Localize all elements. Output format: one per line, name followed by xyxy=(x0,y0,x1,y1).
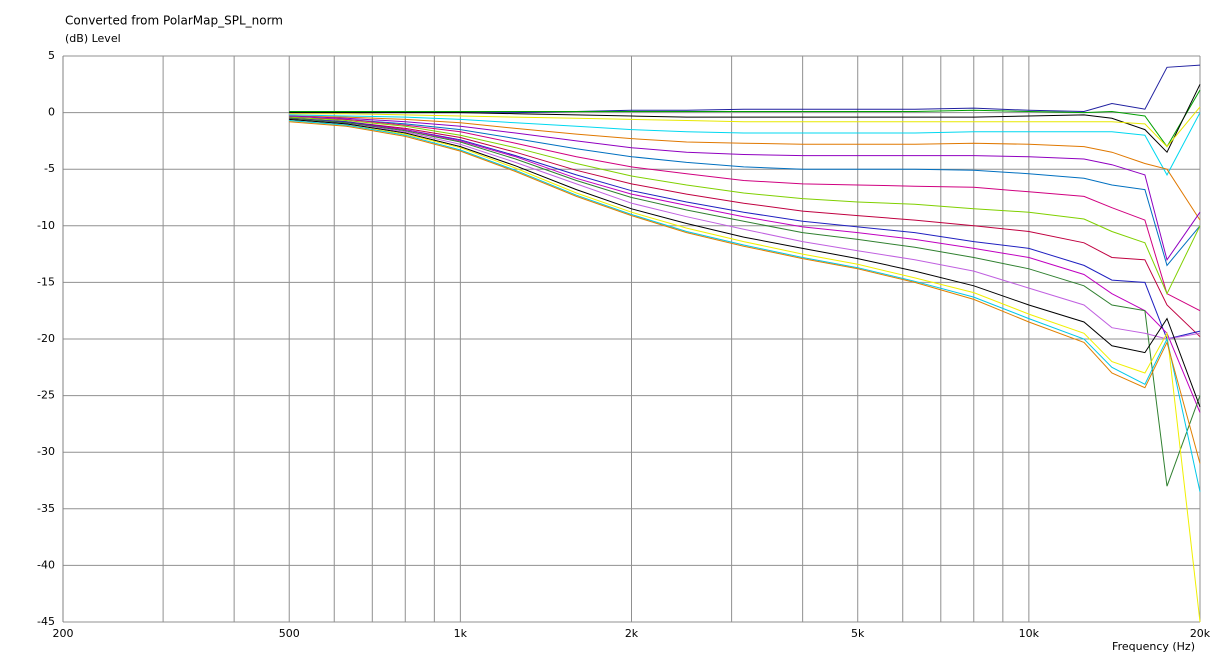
series-line xyxy=(289,117,1201,340)
x-tick-label: 2k xyxy=(625,627,639,640)
x-tick-label: 5k xyxy=(851,627,865,640)
y-tick-label: -30 xyxy=(37,445,55,458)
x-tick-label: 20k xyxy=(1190,627,1211,640)
series-line xyxy=(289,120,1201,492)
series-line xyxy=(289,121,1201,464)
series-line xyxy=(289,118,1201,340)
x-tick-label: 200 xyxy=(53,627,74,640)
series-line xyxy=(289,116,1201,312)
series-line xyxy=(289,115,1201,221)
x-axis-label: Frequency (Hz) xyxy=(1112,640,1195,653)
series-line xyxy=(289,89,1201,148)
y-tick-label: -40 xyxy=(37,558,55,571)
series-line xyxy=(289,84,1201,154)
series-line xyxy=(289,112,1201,176)
y-axis-label: (dB) Level xyxy=(65,32,121,45)
series-line xyxy=(289,115,1201,261)
y-tick-label: -35 xyxy=(37,502,55,515)
y-tick-label: -45 xyxy=(37,615,55,628)
series-line xyxy=(289,117,1201,413)
series-line xyxy=(289,120,1201,623)
y-tick-label: -5 xyxy=(44,162,55,175)
y-tick-label: -25 xyxy=(37,389,55,402)
y-tick-label: 0 xyxy=(48,106,55,119)
chart-title: Converted from PolarMap_SPL_norm xyxy=(65,14,283,28)
x-tick-label: 1k xyxy=(454,627,468,640)
y-tick-label: -10 xyxy=(37,219,55,232)
series-line xyxy=(289,106,1201,148)
series-line xyxy=(289,117,1201,487)
series-line xyxy=(289,116,1201,267)
y-tick-label: -15 xyxy=(37,275,55,288)
x-tick-label: 10k xyxy=(1019,627,1040,640)
series-line xyxy=(289,118,1201,408)
y-tick-label: 5 xyxy=(48,49,55,62)
x-tick-label: 500 xyxy=(279,627,300,640)
series-line xyxy=(289,117,1201,338)
series-line xyxy=(289,116,1201,295)
y-tick-label: -20 xyxy=(37,332,55,345)
